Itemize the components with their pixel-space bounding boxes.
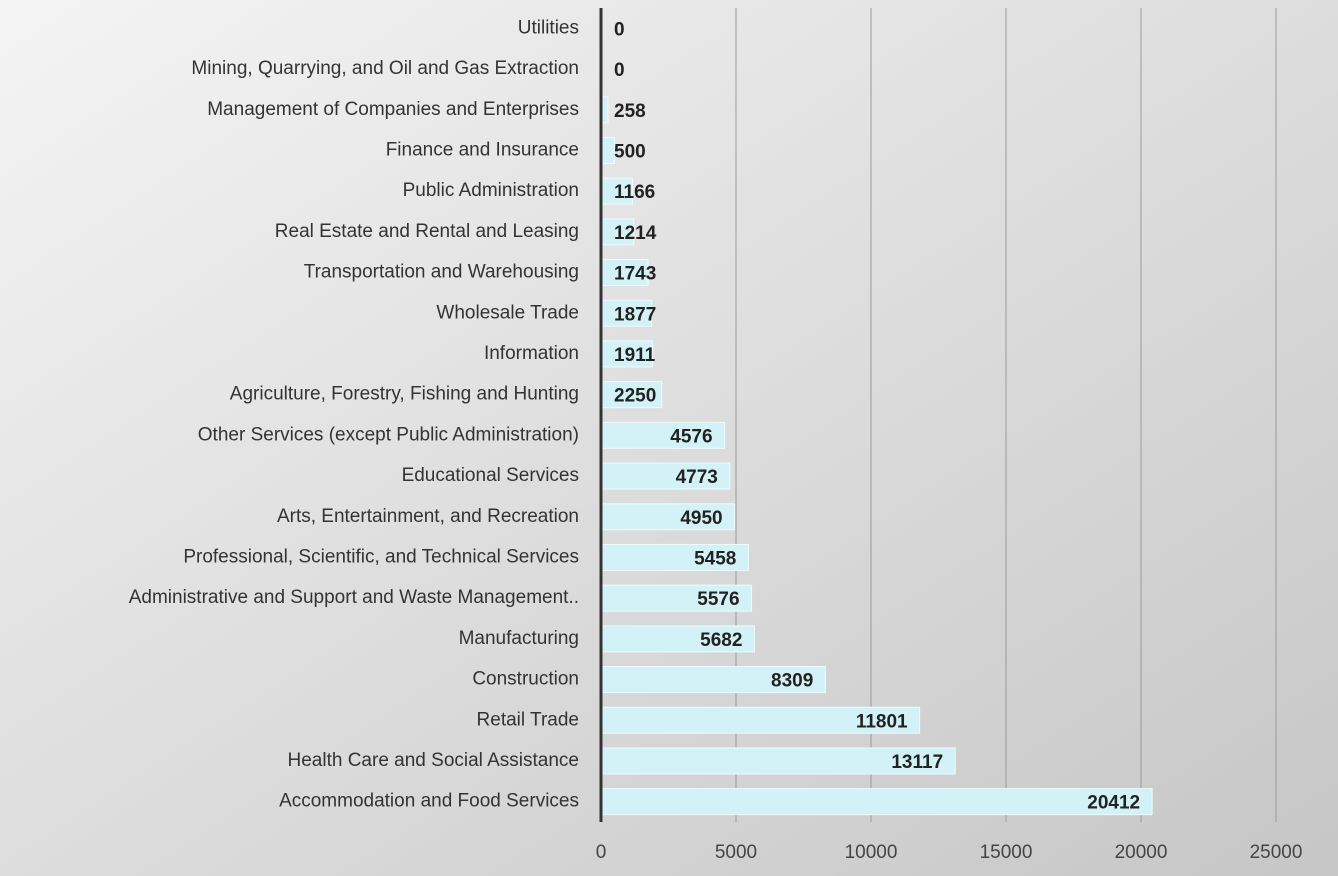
- data-label: 1743: [614, 264, 656, 285]
- y-tick-label: Health Care and Social Assistance: [288, 750, 580, 771]
- data-label: 1911: [614, 345, 656, 366]
- x-tick-label: 0: [596, 842, 607, 863]
- bar: [600, 706, 921, 734]
- data-label: 5458: [694, 548, 736, 569]
- data-label: 5682: [700, 630, 742, 651]
- y-tick-label: Educational Services: [402, 465, 579, 486]
- data-label: 11801: [856, 711, 908, 732]
- data-label: 4773: [676, 467, 718, 488]
- y-tick-label: Finance and Insurance: [386, 139, 579, 160]
- data-label: 1877: [614, 304, 656, 325]
- y-tick-label: Transportation and Warehousing: [304, 262, 579, 283]
- y-tick-label: Real Estate and Rental and Leasing: [275, 221, 579, 242]
- data-label: 4576: [670, 426, 712, 447]
- data-label: 1214: [614, 223, 657, 244]
- bar: [600, 462, 731, 490]
- y-tick-label: Other Services (except Public Administra…: [198, 424, 579, 445]
- y-tick-label: Construction: [472, 669, 579, 690]
- x-tick-label: 15000: [980, 842, 1033, 863]
- bar: [600, 625, 755, 653]
- y-tick-label: Mining, Quarrying, and Oil and Gas Extra…: [191, 58, 579, 79]
- y-tick-label: Information: [484, 343, 579, 364]
- x-tick-label: 20000: [1115, 842, 1168, 863]
- x-tick-label: 5000: [715, 842, 757, 863]
- bar: [600, 218, 635, 246]
- bar: [600, 299, 653, 327]
- data-label: 4950: [680, 508, 722, 529]
- y-tick-label: Wholesale Trade: [436, 302, 579, 323]
- data-label: 2250: [614, 386, 656, 407]
- data-label: 5576: [697, 589, 739, 610]
- y-tick-label: Public Administration: [403, 180, 579, 201]
- bar: [600, 381, 663, 409]
- data-label: 258: [614, 101, 646, 122]
- data-label: 0: [614, 19, 625, 40]
- y-tick-label: Manufacturing: [459, 628, 579, 649]
- data-label: 20412: [1087, 793, 1140, 814]
- bar: [600, 503, 736, 531]
- bar: [600, 136, 615, 164]
- x-tick-label: 10000: [845, 842, 898, 863]
- y-tick-label: Arts, Entertainment, and Recreation: [277, 506, 579, 527]
- data-label: 13117: [891, 752, 943, 773]
- data-label: 1166: [614, 182, 655, 203]
- data-label: 500: [614, 141, 646, 162]
- y-tick-label: Management of Companies and Enterprises: [207, 99, 579, 120]
- bar: [600, 747, 956, 775]
- y-tick-label: Accommodation and Food Services: [279, 791, 579, 812]
- data-label: 0: [614, 60, 625, 81]
- y-tick-label: Administrative and Support and Waste Man…: [129, 587, 579, 608]
- bar: [600, 543, 749, 571]
- y-tick-label: Agriculture, Forestry, Fishing and Hunti…: [230, 384, 579, 405]
- x-tick-label: 25000: [1250, 842, 1303, 863]
- y-tick-label: Professional, Scientific, and Technical …: [183, 546, 579, 567]
- y-tick-label: Utilities: [518, 17, 579, 38]
- y-tick-label: Retail Trade: [477, 709, 579, 730]
- bar: [600, 788, 1153, 816]
- data-label: 8309: [771, 671, 813, 692]
